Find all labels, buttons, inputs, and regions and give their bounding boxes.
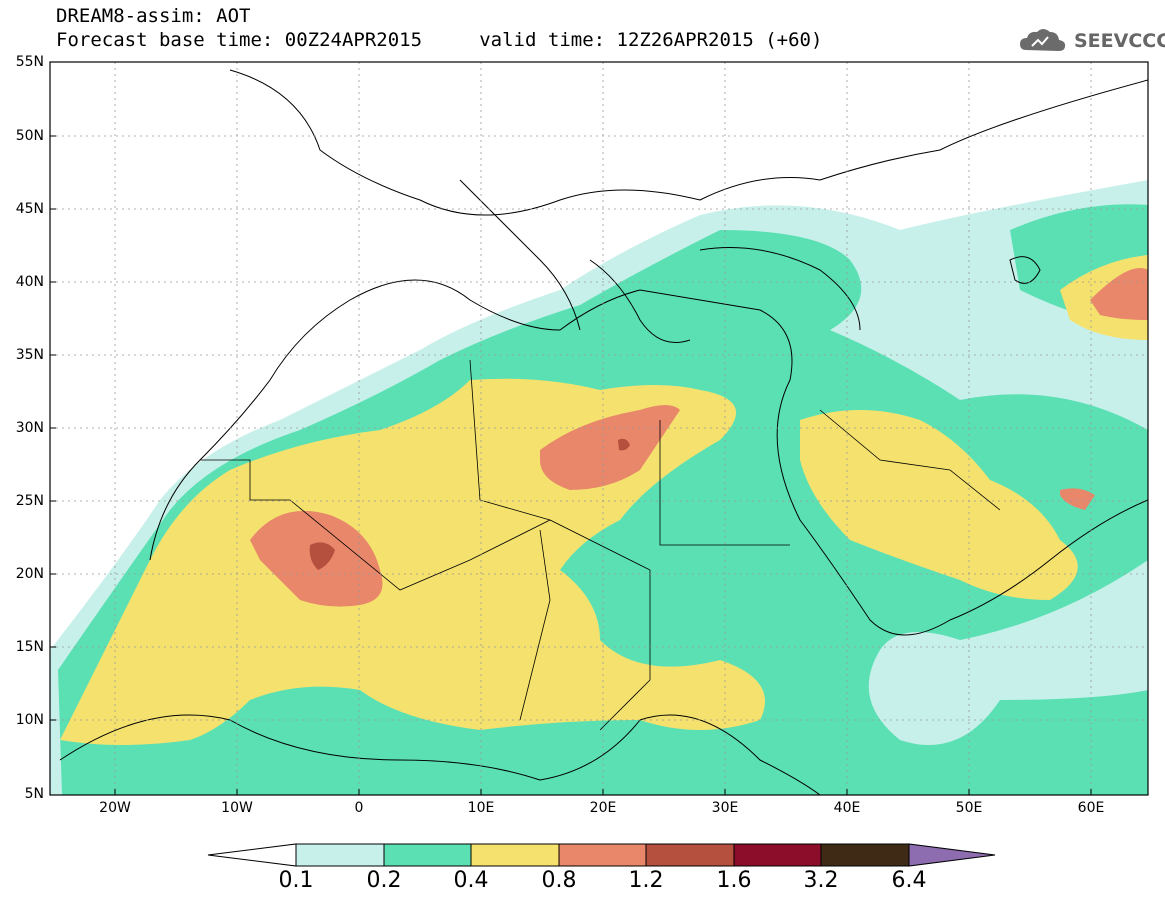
lat-label-20n: 20N <box>15 566 44 582</box>
lat-label-55n: 55N <box>15 54 44 70</box>
axis-ticks <box>50 61 1092 795</box>
lon-label-10w: 10W <box>221 800 253 816</box>
map-title: DREAM8-assim: AOT <box>56 5 251 27</box>
colorbar-label-0.2: 0.2 <box>366 868 402 893</box>
colorbar-bin-1.6 <box>733 843 822 867</box>
lon-label-20e: 20E <box>589 800 617 816</box>
colorbar-label-0.4: 0.4 <box>453 868 489 893</box>
colorbar-label-1.2: 1.2 <box>628 868 664 893</box>
aot-band-0.8-c <box>540 405 680 490</box>
lon-label-40e: 40E <box>833 800 861 816</box>
aot-band-0.8-e <box>1090 268 1148 320</box>
colorbar-label-0.1: 0.1 <box>278 868 314 893</box>
lon-label-0: 0 <box>354 800 364 816</box>
lat-label-25n: 25N <box>15 493 44 509</box>
colorbar-cap-low <box>207 843 297 867</box>
colorbar-cap-high <box>908 843 996 867</box>
logo-text: SEEVCCC <box>1074 30 1165 52</box>
lat-label-50n: 50N <box>15 128 44 144</box>
colorbar-bin-0.1 <box>295 843 385 867</box>
aot-band-0.8-s <box>1060 488 1095 510</box>
colorbar-bin-0.4 <box>470 843 560 867</box>
borders <box>200 359 1001 731</box>
lon-label-60e: 60E <box>1077 800 1105 816</box>
aot-band-1.2-b <box>618 438 630 451</box>
colorbar-bin-0.8 <box>558 843 647 867</box>
aot-band-1.2 <box>309 542 335 570</box>
colorbar-bin-0.2 <box>383 843 472 867</box>
colorbar-label-1.6: 1.6 <box>716 868 752 893</box>
lon-label-50e: 50E <box>955 800 983 816</box>
lat-label-5n: 5N <box>24 786 44 802</box>
colorbar-label-3.2: 3.2 <box>803 868 839 893</box>
lon-label-30e: 30E <box>711 800 739 816</box>
lat-label-15n: 15N <box>15 639 44 655</box>
lat-label-45n: 45N <box>15 201 44 217</box>
lat-label-40n: 40N <box>15 274 44 290</box>
cloud-logo-icon <box>1020 29 1066 51</box>
colorbar-label-0.8: 0.8 <box>541 868 577 893</box>
colorbar <box>207 843 996 867</box>
gridlines <box>50 62 1148 795</box>
forecast-time-subtitle: Forecast base time: 00Z24APR2015 valid t… <box>56 29 823 51</box>
lon-label-10e: 10E <box>467 800 495 816</box>
colorbar-bin-3.2 <box>820 843 910 867</box>
colorbar-bin-1.2 <box>645 843 735 867</box>
lon-label-20w: 20W <box>99 800 131 816</box>
aot-band-0.4-arabia <box>800 410 1078 600</box>
lat-label-10n: 10N <box>15 712 44 728</box>
colorbar-label-6.4: 6.4 <box>891 868 927 893</box>
lat-label-30n: 30N <box>15 420 44 436</box>
coastlines <box>59 69 1148 795</box>
aot-field <box>50 62 1148 795</box>
lat-label-35n: 35N <box>15 347 44 363</box>
